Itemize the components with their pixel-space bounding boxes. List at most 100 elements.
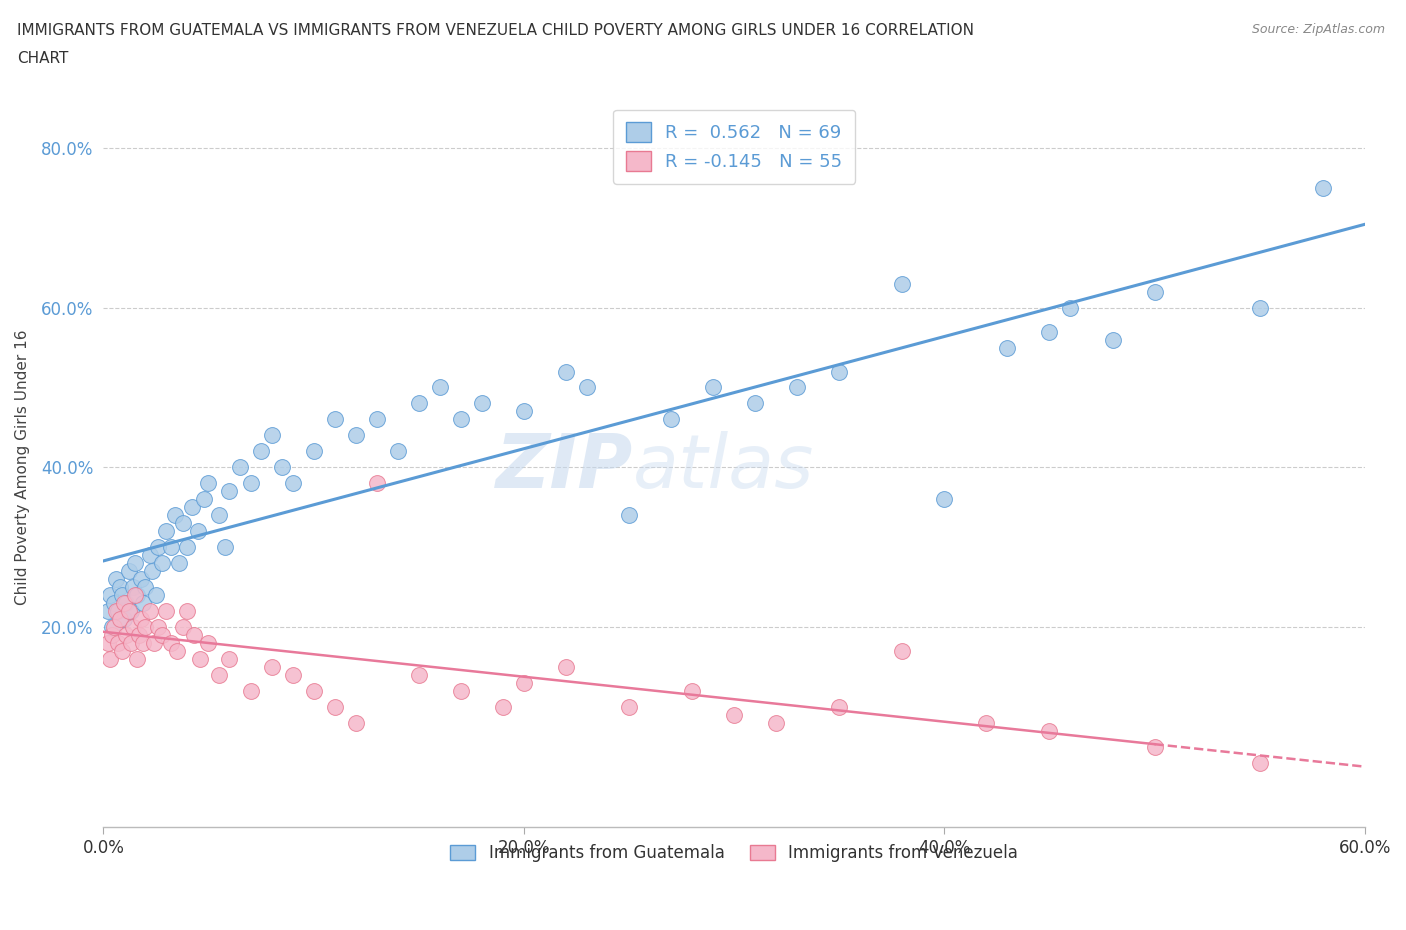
Legend: Immigrants from Guatemala, Immigrants from Venezuela: Immigrants from Guatemala, Immigrants fr…	[444, 837, 1025, 869]
Point	[120, 635, 142, 650]
Point	[786, 380, 808, 395]
Point	[976, 715, 998, 730]
Point	[214, 539, 236, 554]
Point	[107, 604, 129, 618]
Point	[891, 276, 914, 291]
Y-axis label: Child Poverty Among Girls Under 16: Child Poverty Among Girls Under 16	[15, 329, 30, 605]
Point	[159, 635, 181, 650]
Point	[132, 635, 155, 650]
Text: ZIP: ZIP	[496, 431, 633, 504]
Point	[281, 476, 304, 491]
Point	[1249, 300, 1271, 315]
Point	[723, 708, 745, 723]
Point	[765, 715, 787, 730]
Point	[129, 572, 152, 587]
Point	[132, 596, 155, 611]
Point	[250, 444, 273, 458]
Point	[100, 619, 122, 634]
Point	[121, 579, 143, 594]
Point	[429, 380, 451, 395]
Point	[554, 659, 576, 674]
Point	[111, 644, 134, 658]
Point	[142, 635, 165, 650]
Point	[117, 604, 139, 618]
Point	[138, 548, 160, 563]
Point	[176, 604, 198, 618]
Point	[124, 556, 146, 571]
Point	[141, 564, 163, 578]
Point	[134, 579, 156, 594]
Point	[302, 444, 325, 458]
Point	[492, 699, 515, 714]
Point	[155, 524, 177, 538]
Point	[260, 428, 283, 443]
Point	[575, 380, 598, 395]
Point	[176, 539, 198, 554]
Point	[197, 476, 219, 491]
Point	[167, 556, 190, 571]
Point	[103, 596, 125, 611]
Point	[934, 492, 956, 507]
Point	[112, 596, 135, 611]
Point	[744, 396, 766, 411]
Point	[617, 508, 640, 523]
Point	[146, 619, 169, 634]
Point	[344, 715, 367, 730]
Point	[115, 596, 138, 611]
Point	[408, 668, 430, 683]
Point	[125, 588, 148, 603]
Point	[208, 508, 231, 523]
Point	[100, 628, 122, 643]
Point	[103, 619, 125, 634]
Point	[302, 684, 325, 698]
Point	[218, 484, 240, 498]
Point	[107, 635, 129, 650]
Point	[1038, 724, 1060, 738]
Point	[513, 404, 536, 418]
Point	[229, 460, 252, 475]
Point	[1249, 755, 1271, 770]
Point	[98, 652, 121, 667]
Point	[166, 644, 188, 658]
Point	[218, 652, 240, 667]
Point	[239, 684, 262, 698]
Point	[1312, 180, 1334, 195]
Point	[995, 340, 1018, 355]
Point	[96, 604, 118, 618]
Point	[121, 619, 143, 634]
Point	[183, 628, 205, 643]
Point	[659, 412, 682, 427]
Point	[828, 699, 851, 714]
Point	[471, 396, 494, 411]
Point	[125, 652, 148, 667]
Point	[208, 668, 231, 683]
Point	[124, 588, 146, 603]
Point	[1059, 300, 1081, 315]
Point	[271, 460, 294, 475]
Point	[366, 412, 388, 427]
Point	[681, 684, 703, 698]
Point	[387, 444, 409, 458]
Point	[260, 659, 283, 674]
Point	[281, 668, 304, 683]
Point	[702, 380, 724, 395]
Point	[513, 675, 536, 690]
Point	[828, 364, 851, 379]
Point	[134, 619, 156, 634]
Point	[323, 699, 346, 714]
Point	[172, 516, 194, 531]
Point	[1101, 332, 1123, 347]
Point	[98, 588, 121, 603]
Point	[1143, 739, 1166, 754]
Point	[450, 684, 472, 698]
Point	[450, 412, 472, 427]
Point	[180, 499, 202, 514]
Point	[146, 539, 169, 554]
Point	[108, 612, 131, 627]
Point	[197, 635, 219, 650]
Point	[104, 604, 127, 618]
Text: atlas: atlas	[633, 432, 814, 503]
Point	[150, 556, 173, 571]
Point	[344, 428, 367, 443]
Point	[366, 476, 388, 491]
